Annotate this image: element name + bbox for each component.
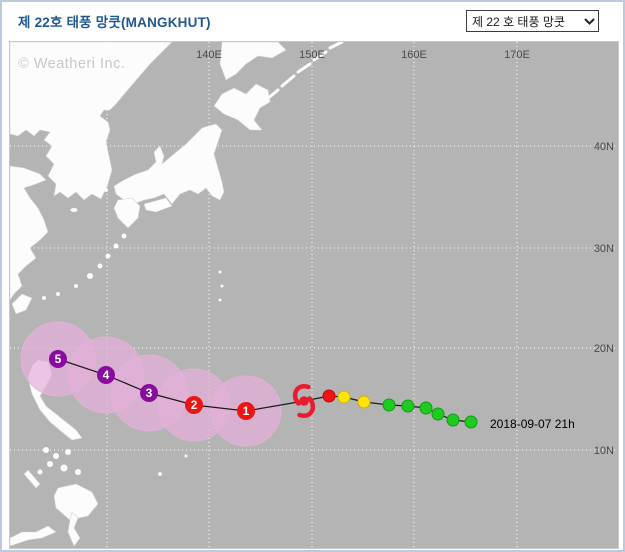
chevron-down-icon xyxy=(580,17,598,25)
past-track-points xyxy=(322,389,478,429)
lon-label: 150E xyxy=(299,49,325,61)
svg-text:4: 4 xyxy=(103,368,110,382)
past-point-marker xyxy=(431,407,445,421)
lon-label: 160E xyxy=(401,49,427,61)
map-canvas: © Weatheri Inc. 140E 150E 160E 170E 40N 30N 20N… xyxy=(9,40,618,548)
typhoon-select-value: 제 22 호 태풍 망쿳 xyxy=(472,14,565,29)
forecast-marker-4: 4 xyxy=(97,366,115,384)
header: 제 22호 태풍 망쿳(MANGKHUT) 제 22 호 태풍 망쿳 xyxy=(2,2,623,38)
forecast-marker-5: 5 xyxy=(49,350,67,368)
forecast-marker-1: 1 xyxy=(237,402,255,420)
lat-label: 10N xyxy=(594,445,614,457)
past-point-marker xyxy=(464,415,478,429)
past-point-marker xyxy=(446,413,460,427)
past-point-marker xyxy=(419,401,433,415)
past-point-marker xyxy=(401,399,415,413)
past-point-marker xyxy=(322,389,336,403)
forecast-marker-3: 3 xyxy=(140,384,158,402)
typhoon-select[interactable]: 제 22 호 태풍 망쿳 xyxy=(466,10,599,32)
lat-label: 40N xyxy=(594,141,614,153)
svg-text:5: 5 xyxy=(55,352,62,366)
lon-label: 170E xyxy=(504,49,530,61)
land-masses xyxy=(9,40,344,547)
lat-label: 30N xyxy=(594,243,614,255)
typhoon-track-map: © Weatheri Inc. 140E 150E 160E 170E 40N 30N 20N… xyxy=(9,40,619,549)
svg-text:3: 3 xyxy=(146,386,153,400)
graticule xyxy=(10,42,618,548)
past-point-marker xyxy=(357,395,371,409)
past-point-marker xyxy=(337,390,351,404)
lat-label: 20N xyxy=(594,343,614,355)
forecast-marker-2: 2 xyxy=(185,396,203,414)
watermark: © Weatheri Inc. xyxy=(18,56,125,72)
lon-label: 140E xyxy=(196,49,222,61)
past-point-marker xyxy=(382,398,396,412)
track-date-label: 2018-09-07 21h xyxy=(490,417,575,431)
page-title: 제 22호 태풍 망쿳(MANGKHUT) xyxy=(18,15,211,30)
svg-text:1: 1 xyxy=(243,404,250,418)
svg-text:2: 2 xyxy=(191,398,198,412)
typhoon-icon xyxy=(292,384,316,418)
forecast-markers: 1 2 3 4 5 xyxy=(49,350,255,420)
